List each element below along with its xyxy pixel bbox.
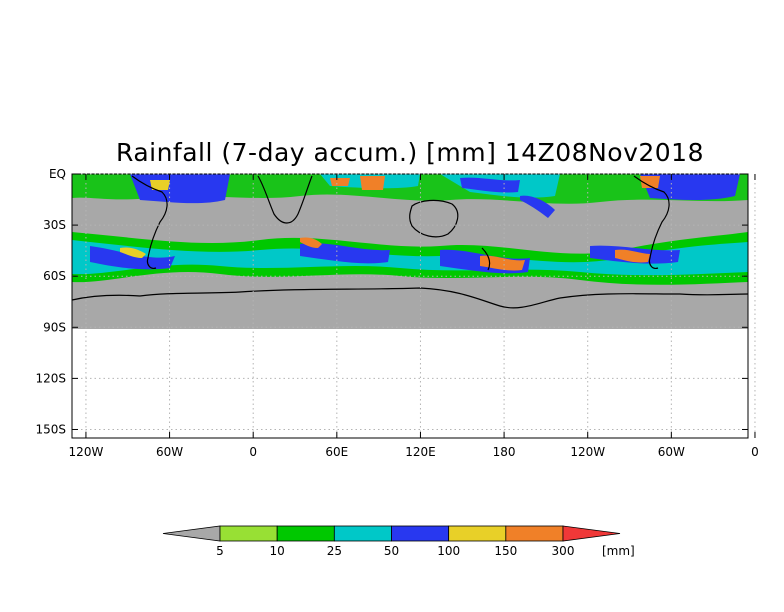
colorbar-level-label: 100 <box>437 544 460 558</box>
x-tick-label: 120W <box>69 445 104 459</box>
y-tick-label: EQ <box>49 167 66 181</box>
colorbar: 5 10 25 50 100 150 300 [mm] <box>162 525 635 558</box>
colorbar-level-label: 50 <box>384 544 399 558</box>
colorbar-swatch <box>448 525 507 542</box>
colorbar-level-label: 25 <box>327 544 342 558</box>
colorbar-swatch <box>505 525 564 542</box>
y-tick-label: 90S <box>43 320 66 334</box>
colorbar-level-label: 300 <box>552 544 575 558</box>
x-tick-label: 120E <box>405 445 436 459</box>
colorbar-unit-label: [mm] <box>602 544 635 558</box>
x-tick-label: 180 <box>493 445 516 459</box>
colorbar-low-triangle <box>162 525 221 542</box>
x-tick-label: 60E <box>325 445 348 459</box>
colorbar-high-triangle <box>562 525 621 542</box>
colorbar-level-label: 5 <box>216 544 224 558</box>
x-axis-ticks: 120W 60W 0 60E 120E 180 120W 60W 0 <box>69 174 759 459</box>
coastlines <box>72 175 748 309</box>
rainfall-bands <box>72 174 748 329</box>
x-tick-label: 120W <box>570 445 605 459</box>
x-tick-label: 60W <box>156 445 183 459</box>
colorbar-swatch <box>391 525 450 542</box>
colorbar-level-label: 10 <box>270 544 285 558</box>
y-tick-label: 30S <box>43 218 66 232</box>
y-axis-ticks: EQ 30S 60S 90S 120S 150S <box>35 167 748 436</box>
y-tick-label: 120S <box>35 371 66 385</box>
y-tick-label: 60S <box>43 269 66 283</box>
x-tick-label: 0 <box>751 445 759 459</box>
x-tick-label: 60W <box>658 445 685 459</box>
colorbar-swatch <box>219 525 278 542</box>
colorbar-swatch <box>333 525 392 542</box>
x-tick-label: 0 <box>249 445 257 459</box>
colorbar-level-label: 150 <box>494 544 517 558</box>
map-title: Rainfall (7-day accum.) [mm] 14Z08Nov201… <box>116 138 704 167</box>
y-tick-label: 150S <box>35 422 66 436</box>
grid-lines <box>72 173 756 438</box>
colorbar-swatch <box>276 525 335 542</box>
